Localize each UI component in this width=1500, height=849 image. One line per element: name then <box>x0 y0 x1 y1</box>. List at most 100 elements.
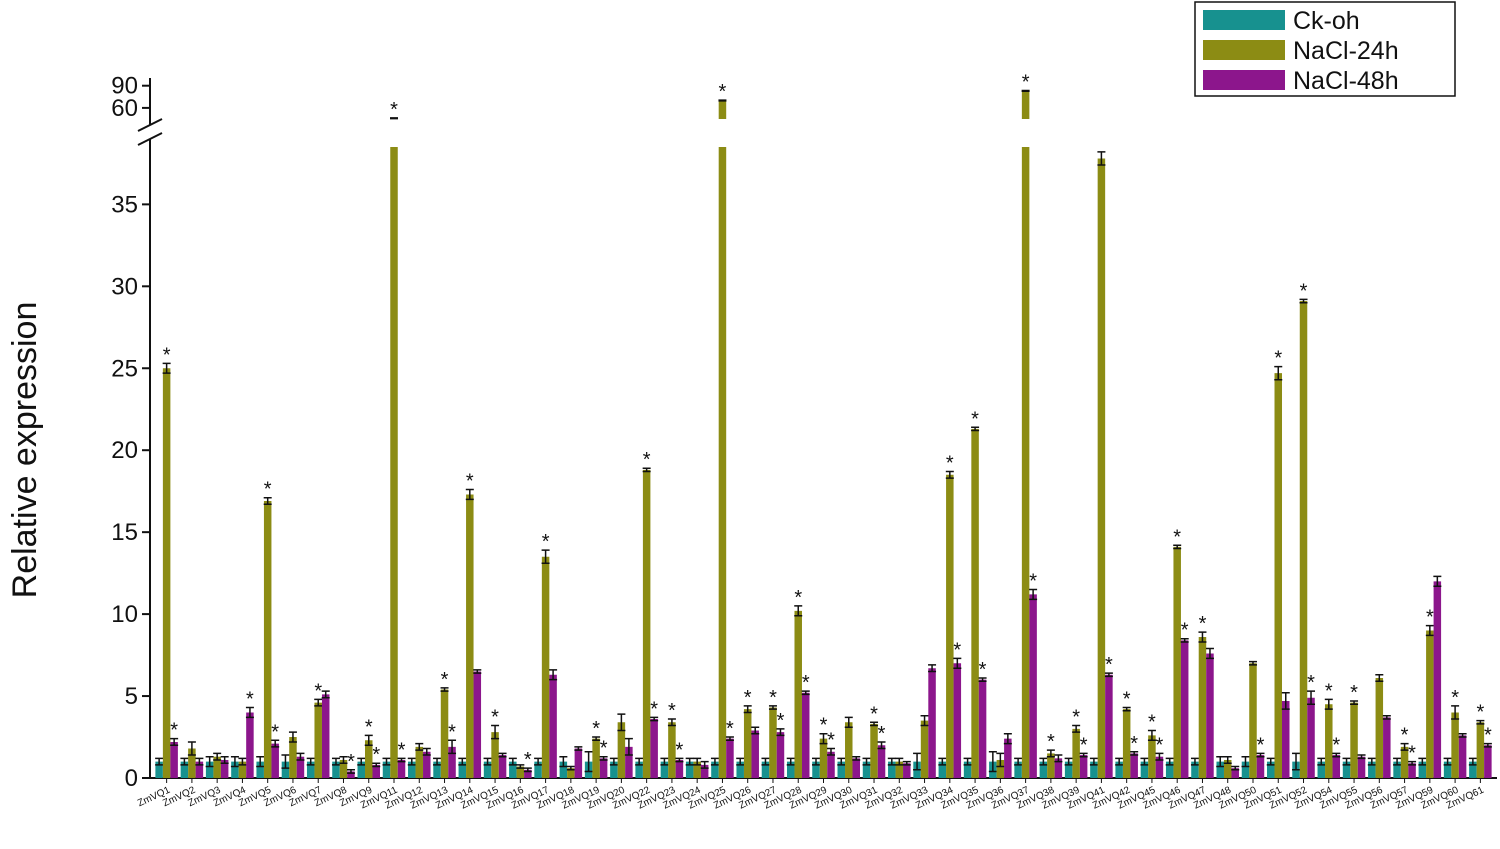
significance-label: * <box>491 707 499 729</box>
error-bar <box>205 755 214 768</box>
y-tick-label: 35 <box>111 191 138 218</box>
error-bar <box>288 731 297 743</box>
bar <box>574 748 583 778</box>
bar <box>1090 761 1098 778</box>
y-tick-label: 30 <box>111 273 138 300</box>
error-bar <box>996 752 1005 768</box>
error-bar <box>256 755 265 768</box>
error-bar <box>1231 765 1240 771</box>
error-bar <box>1029 588 1038 601</box>
bar <box>845 722 853 778</box>
error-bar <box>1342 757 1351 766</box>
bar <box>246 712 254 778</box>
significance-label: * <box>719 81 727 103</box>
bar <box>1476 722 1485 778</box>
bar <box>953 663 962 778</box>
error-bar <box>584 751 593 773</box>
error-bar <box>296 752 305 761</box>
error-bar <box>415 742 424 751</box>
error-bar <box>1014 757 1023 766</box>
bar <box>978 679 987 778</box>
error-bar <box>1180 637 1189 643</box>
bar <box>827 751 835 778</box>
significance-label: * <box>1332 734 1340 756</box>
bar <box>559 761 568 778</box>
bar <box>1029 594 1037 778</box>
significance-label: * <box>820 715 828 737</box>
bar <box>751 730 759 778</box>
error-bar <box>675 757 684 763</box>
significance-label: * <box>1350 682 1358 704</box>
error-bar <box>1382 714 1391 720</box>
bar <box>743 709 752 778</box>
bar <box>1241 761 1250 778</box>
axis-break <box>137 118 163 132</box>
error-bar <box>1274 365 1283 381</box>
error-bar <box>1468 757 1477 766</box>
error-bar <box>271 739 280 748</box>
error-bar <box>963 757 972 766</box>
significance-label: * <box>1307 672 1315 694</box>
bar <box>433 761 441 778</box>
bar <box>415 746 424 778</box>
bar <box>339 759 348 778</box>
error-bar <box>887 757 896 766</box>
error-bar <box>1332 752 1341 758</box>
error-bar <box>1324 698 1333 710</box>
bar <box>794 610 802 778</box>
bar <box>408 761 416 778</box>
error-bar <box>1248 660 1257 666</box>
y-tick-label: 0 <box>125 765 138 792</box>
bar <box>895 761 904 778</box>
error-bar <box>938 757 947 766</box>
error-bar <box>314 698 323 707</box>
error-bar <box>1223 755 1232 764</box>
significance-label: * <box>676 739 684 761</box>
bar <box>675 759 684 778</box>
bar <box>231 761 239 778</box>
bar <box>1180 640 1189 778</box>
legend-label: Ck-oh <box>1293 7 1360 35</box>
error-bar <box>786 757 795 766</box>
legend-label: NaCl-48h <box>1293 67 1399 95</box>
error-bar <box>346 769 355 774</box>
significance-label: * <box>365 716 373 738</box>
error-bar <box>541 549 550 565</box>
bar <box>364 740 373 778</box>
error-bar <box>609 757 618 766</box>
significance-label: * <box>1156 734 1164 756</box>
bar <box>483 761 492 778</box>
bar <box>819 738 828 778</box>
error-bar <box>1021 89 1030 92</box>
error-bar <box>642 467 651 473</box>
error-bar <box>1097 151 1106 166</box>
significance-label: * <box>971 408 979 430</box>
error-bar <box>743 705 752 714</box>
error-bar <box>1281 692 1290 710</box>
significance-label: * <box>592 718 600 740</box>
significance-label: * <box>524 749 532 771</box>
bar <box>1198 637 1207 778</box>
bar <box>1047 753 1055 778</box>
error-bar <box>1375 673 1384 683</box>
bar <box>938 761 947 778</box>
bar <box>314 702 322 778</box>
error-bar <box>837 757 846 766</box>
bar <box>281 761 290 778</box>
error-bar <box>913 752 922 771</box>
bar <box>1332 755 1341 778</box>
bar <box>1173 546 1181 778</box>
error-bar <box>693 757 702 766</box>
error-bar <box>812 757 820 766</box>
significance-label: * <box>1325 680 1333 702</box>
error-bar <box>635 757 644 766</box>
significance-label: * <box>1181 620 1189 642</box>
significance-label: * <box>1199 613 1207 635</box>
bar <box>549 674 557 778</box>
significance-label: * <box>600 738 608 760</box>
significance-label: * <box>466 471 474 493</box>
legend-swatch <box>1203 70 1285 90</box>
bar <box>862 761 871 778</box>
significance-label: * <box>1029 571 1037 593</box>
